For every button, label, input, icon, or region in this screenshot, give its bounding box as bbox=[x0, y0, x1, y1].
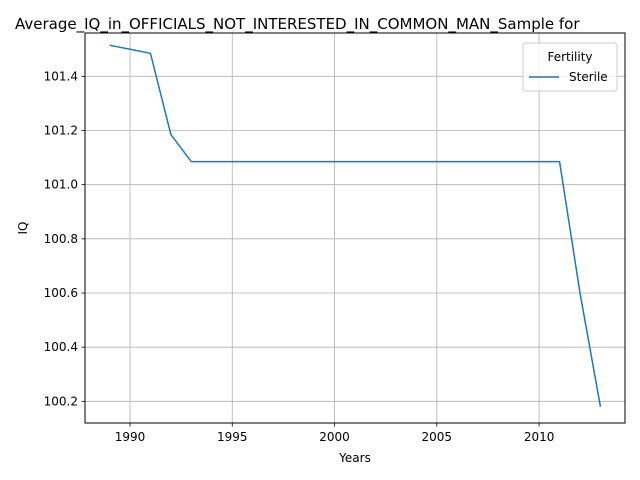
legend: Fertility Sterile bbox=[522, 42, 618, 92]
x-tick-label: 1990 bbox=[115, 430, 146, 444]
y-axis-label: IQ bbox=[16, 222, 30, 235]
x-tick-label: 2005 bbox=[422, 430, 453, 444]
y-tick-label: 100.8 bbox=[44, 232, 78, 246]
x-tick-label: 1995 bbox=[217, 430, 248, 444]
y-tick-label: 101.2 bbox=[44, 124, 78, 138]
y-axis-ticks: 100.2 100.4 100.6 100.8 101.0 101.2 101.4 bbox=[44, 69, 85, 408]
chart-title: Average_IQ_in_OFFICIALS_NOT_INTERESTED_I… bbox=[15, 15, 580, 34]
x-tick-label: 2010 bbox=[524, 430, 555, 444]
series-layer bbox=[109, 44, 602, 407]
x-axis-ticks: 1990 1995 2000 2005 2010 bbox=[115, 423, 555, 444]
series-line-sterile bbox=[109, 44, 602, 407]
y-tick-label: 101.4 bbox=[44, 69, 78, 83]
y-tick-label: 100.4 bbox=[44, 340, 78, 354]
y-tick-label: 100.2 bbox=[44, 394, 78, 408]
plot-frame bbox=[84, 32, 626, 424]
y-tick-label: 101.0 bbox=[44, 178, 78, 192]
x-tick-label: 2000 bbox=[319, 430, 350, 444]
legend-box bbox=[522, 42, 618, 92]
axes bbox=[84, 32, 626, 424]
legend-label-sterile: Sterile bbox=[569, 70, 608, 84]
legend-title: Fertility bbox=[547, 50, 592, 64]
grid bbox=[85, 33, 625, 423]
x-axis-label: Years bbox=[338, 451, 371, 465]
y-tick-label: 100.6 bbox=[44, 286, 78, 300]
